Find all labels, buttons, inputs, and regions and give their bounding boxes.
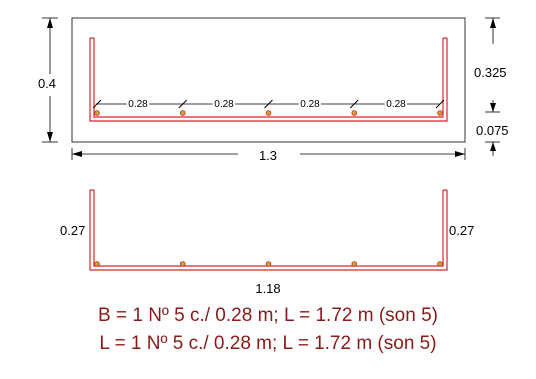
section-rebar xyxy=(89,37,448,122)
spacing-label-2: 0.28 xyxy=(214,99,234,110)
concrete-outline xyxy=(71,17,466,143)
spacing-label-1: 0.28 xyxy=(128,99,148,110)
section-view: 0.28 0.28 0.28 0.28 0.4 0.325 xyxy=(38,17,509,163)
rebar-dot xyxy=(94,110,100,116)
arrow-up-icon xyxy=(490,18,496,28)
spacing-tick xyxy=(264,99,273,109)
rebar-dot xyxy=(265,110,272,116)
bottom-cover-label: 0.075 xyxy=(476,123,509,138)
bar-shape-inner xyxy=(93,190,444,267)
bar-shape-view: 0.27 0.27 1.18 xyxy=(60,189,474,296)
arrow-right-icon xyxy=(455,151,465,157)
height-dimension: 0.4 xyxy=(38,17,58,143)
spacing-dimension: 0.28 0.28 0.28 0.28 xyxy=(92,97,445,112)
spacing-tick xyxy=(92,99,102,109)
spacing-tick xyxy=(178,99,188,109)
right-leg-label: 0.27 xyxy=(449,223,474,238)
height-label: 0.4 xyxy=(38,76,56,91)
bottom-length-label: 1.18 xyxy=(255,281,280,296)
spacing-label-4: 0.28 xyxy=(386,99,406,110)
rebar-dot xyxy=(179,110,186,116)
spacing-ticks xyxy=(92,99,445,109)
top-cover-label: 0.325 xyxy=(474,65,507,80)
bar-shape-outer xyxy=(89,190,448,271)
cover-dimensions: 0.325 0.075 xyxy=(474,17,509,156)
rebar-dot xyxy=(265,261,272,267)
rebar-dot xyxy=(437,261,443,267)
arrow-up-icon xyxy=(47,18,53,28)
rebar-dot xyxy=(351,261,358,267)
spacing-label-3: 0.28 xyxy=(300,99,320,110)
section-bar-dots xyxy=(94,110,443,116)
rebar-outer xyxy=(89,38,448,122)
spacing-tick xyxy=(435,99,445,109)
rebar-dot xyxy=(437,110,443,116)
arrow-left-icon xyxy=(72,151,82,157)
rebar-inner xyxy=(93,38,444,118)
width-label: 1.3 xyxy=(259,148,277,163)
arrow-up-icon xyxy=(490,142,496,151)
caption-line-2: L = 1 Nº 5 c./ 0.28 m; L = 1.72 m (son 5… xyxy=(99,333,437,354)
rebar-dot xyxy=(351,110,358,116)
width-dimension: 1.3 xyxy=(71,148,466,163)
bar-shape-dots xyxy=(94,261,443,267)
rebar-dot xyxy=(94,261,100,267)
spacing-tick xyxy=(349,99,359,109)
arrow-down-icon xyxy=(47,132,53,142)
left-leg-label: 0.27 xyxy=(60,223,85,238)
caption-line-1: B = 1 Nº 5 c./ 0.28 m; L = 1.72 m (son 5… xyxy=(98,305,438,326)
arrow-down-icon xyxy=(490,103,496,112)
rebar-dot xyxy=(179,261,186,267)
